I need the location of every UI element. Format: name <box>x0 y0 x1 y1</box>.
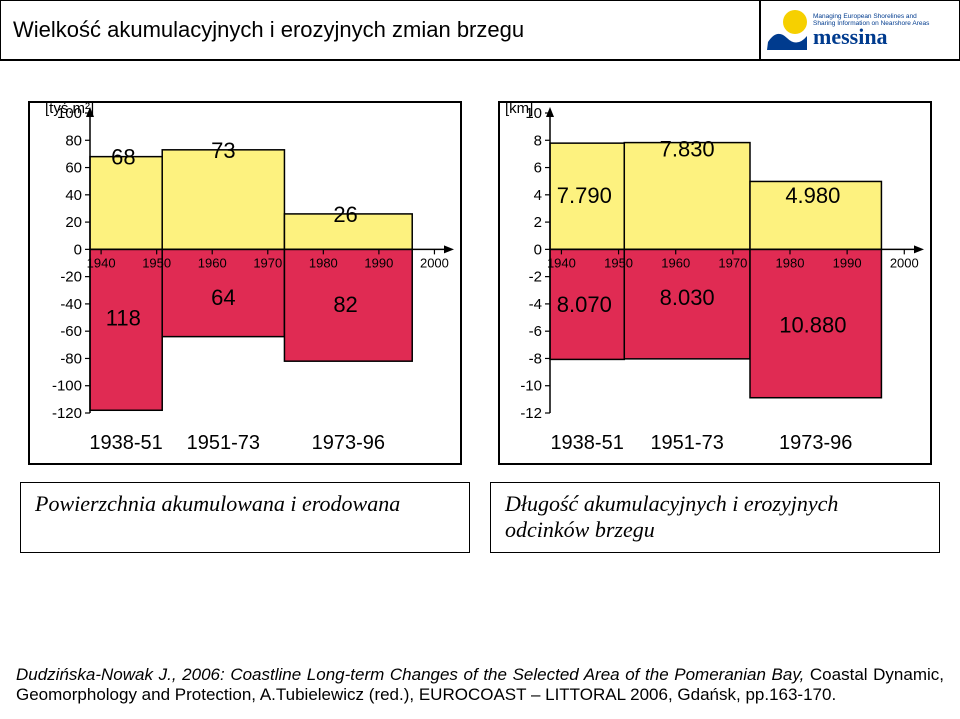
svg-text:-80: -80 <box>60 350 82 367</box>
svg-text:1950: 1950 <box>604 255 633 270</box>
svg-text:-120: -120 <box>52 405 82 422</box>
chart-right-wrap: 1086420-2-4-6-8-10-121940195019601970198… <box>498 101 932 470</box>
svg-text:1990: 1990 <box>833 255 862 270</box>
svg-text:-6: -6 <box>529 323 542 340</box>
page-title: Wielkość akumulacyjnych i erozyjnych zmi… <box>0 0 760 60</box>
area-chart: 100806040200-20-40-60-80-100-12019401950… <box>28 101 462 465</box>
logo-text: messina <box>813 27 929 47</box>
svg-text:1951-73: 1951-73 <box>650 432 723 454</box>
svg-text:80: 80 <box>65 132 82 149</box>
svg-text:-4: -4 <box>529 296 542 313</box>
svg-text:118: 118 <box>106 306 141 331</box>
svg-text:1973-96: 1973-96 <box>779 432 852 454</box>
svg-text:1938-51: 1938-51 <box>550 432 623 454</box>
svg-text:-100: -100 <box>52 378 82 395</box>
captions-row: Powierzchnia akumulowana i erodowana Dłu… <box>0 482 960 553</box>
citation-author: Dudzińska-Nowak J., 2006: Coastline Long… <box>16 665 804 684</box>
svg-text:4: 4 <box>534 187 542 204</box>
header: Wielkość akumulacyjnych i erozyjnych zmi… <box>0 0 960 61</box>
svg-text:1950: 1950 <box>142 255 171 270</box>
svg-text:1960: 1960 <box>198 255 227 270</box>
svg-text:64: 64 <box>211 285 235 310</box>
svg-text:1960: 1960 <box>661 255 690 270</box>
svg-text:-2: -2 <box>529 269 542 286</box>
svg-text:0: 0 <box>74 241 82 258</box>
svg-text:1980: 1980 <box>776 255 805 270</box>
svg-text:73: 73 <box>211 138 235 163</box>
chart-left-wrap: 100806040200-20-40-60-80-100-12019401950… <box>28 101 462 470</box>
caption-left: Powierzchnia akumulowana i erodowana <box>20 482 470 553</box>
svg-text:1938-51: 1938-51 <box>89 432 162 454</box>
svg-text:1973-96: 1973-96 <box>312 432 385 454</box>
svg-text:26: 26 <box>333 202 357 227</box>
svg-text:1990: 1990 <box>364 255 393 270</box>
logo-subtitle-1: Managing European Shorelines and <box>813 13 929 20</box>
svg-text:1970: 1970 <box>718 255 747 270</box>
svg-text:7.830: 7.830 <box>660 136 715 161</box>
svg-text:8: 8 <box>534 132 542 149</box>
svg-text:-8: -8 <box>529 350 542 367</box>
svg-text:1980: 1980 <box>309 255 338 270</box>
svg-text:-20: -20 <box>60 269 82 286</box>
svg-text:-60: -60 <box>60 323 82 340</box>
charts-row: 100806040200-20-40-60-80-100-12019401950… <box>0 101 960 470</box>
svg-text:8.030: 8.030 <box>660 285 715 310</box>
svg-text:0: 0 <box>534 241 542 258</box>
svg-text:2: 2 <box>534 214 542 231</box>
svg-text:40: 40 <box>65 187 82 204</box>
svg-text:60: 60 <box>65 160 82 177</box>
svg-text:2000: 2000 <box>420 255 449 270</box>
svg-text:-10: -10 <box>520 378 542 395</box>
svg-text:2000: 2000 <box>890 255 919 270</box>
svg-text:1951-73: 1951-73 <box>187 432 260 454</box>
svg-text:68: 68 <box>111 145 135 170</box>
messina-logo-icon <box>765 8 809 52</box>
svg-text:4.980: 4.980 <box>785 183 840 208</box>
svg-text:20: 20 <box>65 214 82 231</box>
svg-text:1940: 1940 <box>87 255 116 270</box>
svg-text:-12: -12 <box>520 405 542 422</box>
svg-text:6: 6 <box>534 160 542 177</box>
logo-box: Managing European Shorelines and Sharing… <box>760 0 960 60</box>
svg-text:1940: 1940 <box>547 255 576 270</box>
svg-text:82: 82 <box>333 292 357 317</box>
svg-text:[tyś.m²]: [tyś.m²] <box>45 101 94 117</box>
length-chart: 1086420-2-4-6-8-10-121940195019601970198… <box>498 101 932 465</box>
svg-text:1970: 1970 <box>253 255 282 270</box>
svg-text:-40: -40 <box>60 296 82 313</box>
svg-text:8.070: 8.070 <box>557 292 612 317</box>
svg-text:7.790: 7.790 <box>557 183 612 208</box>
svg-text:[km]: [km] <box>505 101 533 117</box>
citation: Dudzińska-Nowak J., 2006: Coastline Long… <box>16 665 944 705</box>
svg-text:10.880: 10.880 <box>779 312 846 337</box>
caption-right: Długość akumulacyjnych i erozyjnych odci… <box>490 482 940 553</box>
